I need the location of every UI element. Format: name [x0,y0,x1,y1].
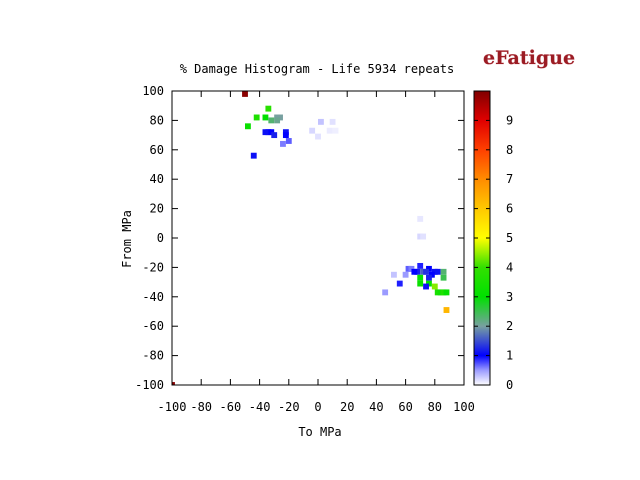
y-tick-label: -40 [142,290,164,304]
x-tick-label: -20 [278,400,300,414]
heatmap-cell [265,105,272,112]
colorbar-tick-label: 6 [506,202,513,216]
colorbar-tick-label: 7 [506,172,513,186]
heatmap-cell [417,215,424,222]
efatigue-logo: eFatigue [483,47,575,69]
heatmap-cell [271,132,278,139]
y-tick-label: 20 [150,202,164,216]
y-tick-label: 80 [150,113,164,127]
heatmap-cell [253,114,260,121]
colorbar-tick-label: 0 [506,378,513,392]
heatmap-cell [434,289,441,296]
heatmap-cell [242,91,248,97]
heatmap-cell [268,117,275,124]
x-tick-label: 40 [369,400,383,414]
heatmap-cell [282,132,289,139]
x-tick-label: 100 [453,400,475,414]
y-axis-label: From MPa [120,210,134,268]
heatmap-cell [426,280,432,287]
y-tick-label: 100 [142,84,164,98]
heatmap-cell [440,274,447,281]
heatmap-cell [396,280,403,287]
x-axis-label: To MPa [298,425,341,439]
heatmap-cell [172,382,175,385]
colorbar-tick-label: 3 [506,290,513,304]
heatmap-cell [332,127,339,134]
heatmap-cell [443,307,450,313]
x-tick-label: 20 [340,400,354,414]
heatmap-cell [277,114,283,121]
y-tick-label: 0 [157,231,164,245]
heatmap-cell [309,127,316,134]
heatmap-cell [423,268,429,275]
y-tick-label: -100 [135,378,164,392]
colorbar-tick-label: 9 [506,113,513,127]
y-tick-label: 60 [150,143,164,157]
heatmap-cell [443,289,450,296]
heatmap-cell [315,133,321,140]
heatmap-cell [417,280,424,287]
heatmap-cell [423,283,429,290]
x-tick-label: -80 [190,400,212,414]
heatmap-cell [245,123,251,130]
colorbar-ticks: 0 1 2 3 4 5 6 7 8 9 [474,113,513,392]
heatmap-cell [431,283,438,290]
chart-title: % Damage Histogram - Life 5934 repeats [180,62,455,76]
heatmap-cell [417,262,424,269]
heatmap-cell [426,274,432,281]
heatmap-cell [280,140,286,147]
heatmap-cell [318,118,324,125]
x-tick-label: 60 [398,400,412,414]
y-tick-label: 40 [150,172,164,186]
x-tick-label: -100 [158,400,187,414]
heatmap-cell [411,268,418,275]
colorbar-tick-label: 1 [506,349,513,363]
heatmap-cell [391,271,397,278]
heatmap-cell [268,129,275,136]
heatmap-cell [329,118,336,125]
x-tick-label: -60 [220,400,242,414]
heatmap-cell [402,271,409,278]
heatmap-cells [172,91,450,385]
heatmap-cell [420,233,427,240]
axes: -100 -80 -60 -40 -20 0 20 40 60 80 100-100-80-60-4… [135,84,475,414]
heatmap-cell [262,114,269,121]
heatmap-cell [426,265,432,272]
colorbar-tick-label: 4 [506,260,513,274]
heatmap-cell [440,268,447,275]
y-tick-label: -20 [142,260,164,274]
heatmap-cell [274,117,281,124]
heatmap-cell [434,268,441,275]
colorbar-tick-label: 8 [506,143,513,157]
colorbar-tick-label: 2 [506,319,513,333]
heatmap-cell [417,274,424,281]
heatmap-cell [250,152,257,159]
x-tick-label: -40 [249,400,271,414]
heatmap-cell [382,289,389,296]
heatmap-cell [285,138,292,144]
heatmap-cell [326,127,333,134]
x-tick-label: 0 [314,400,321,414]
y-tick-label: -60 [142,319,164,333]
y-tick-label: -80 [142,349,164,363]
colorbar-tick-label: 5 [506,231,513,245]
x-tick-label: 80 [428,400,442,414]
